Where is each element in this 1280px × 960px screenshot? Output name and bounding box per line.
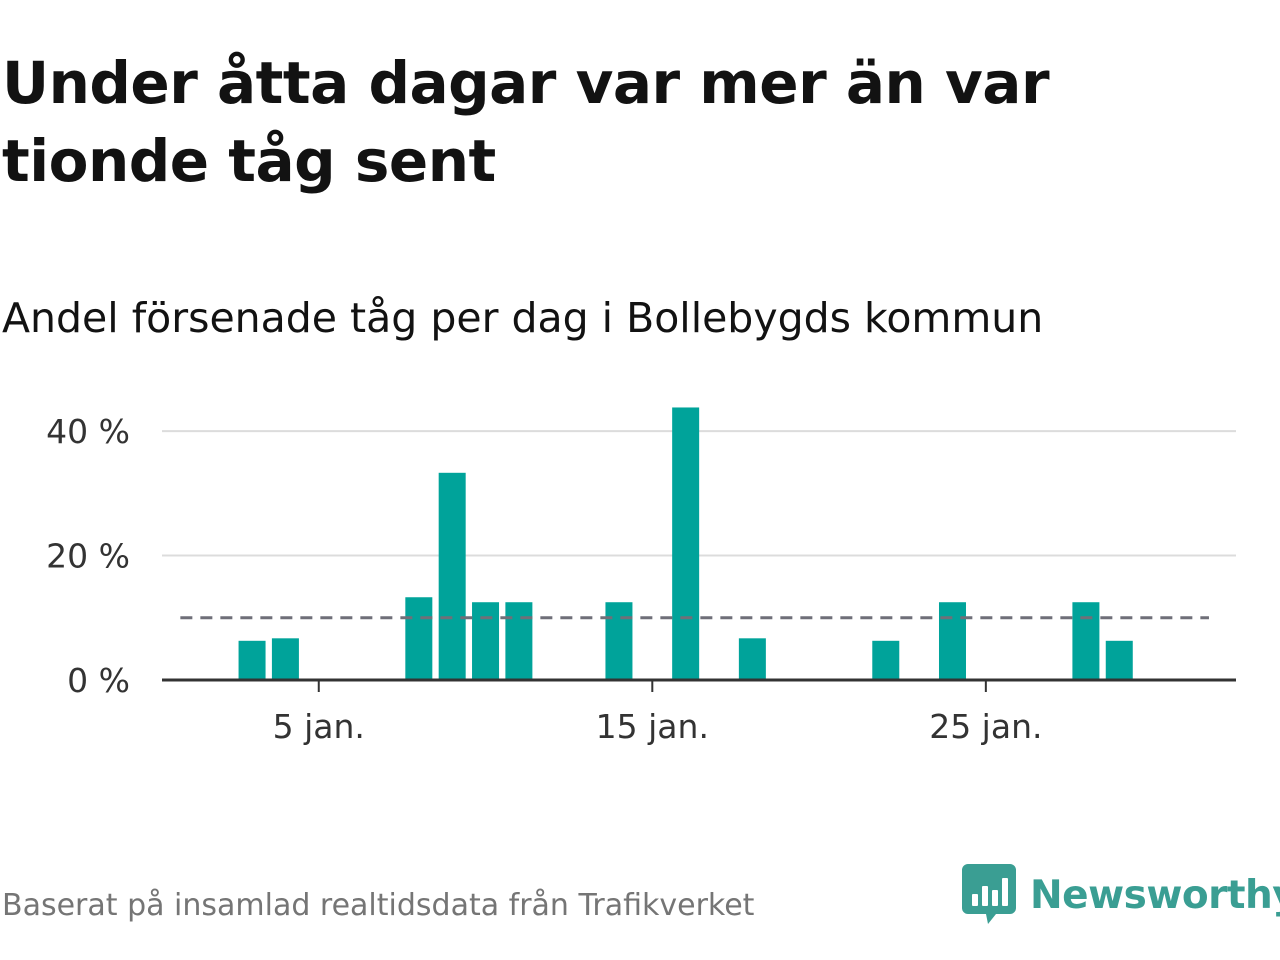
brand-logo: Newsworthy	[962, 862, 1280, 928]
x-tick-label: 15 jan.	[596, 707, 709, 746]
x-tick-label: 5 jan.	[273, 707, 365, 746]
bar	[238, 640, 266, 680]
bar	[605, 602, 633, 680]
x-tick-label: 25 jan.	[929, 707, 1042, 746]
chart-title: Under åtta dagar var mer än var tionde t…	[2, 49, 1050, 195]
source-note: Baserat på insamlad realtidsdata från Tr…	[2, 888, 755, 923]
bar	[505, 602, 533, 680]
bar	[672, 407, 700, 680]
bar	[1072, 602, 1100, 680]
y-tick-label: 0 %	[67, 661, 130, 700]
x-axis: 5 jan. 15 jan. 25 jan.	[162, 678, 1236, 746]
bar	[472, 602, 500, 680]
bar	[438, 472, 466, 680]
bar	[1105, 640, 1133, 680]
brand-name: Newsworthy	[1030, 872, 1280, 918]
bar	[938, 602, 966, 680]
y-tick-label: 40 %	[46, 412, 130, 451]
bar	[872, 640, 900, 680]
chart-subtitle: Andel försenade tåg per dag i Bollebygds…	[2, 294, 1044, 342]
y-tick-label: 20 %	[46, 537, 130, 576]
bar	[405, 597, 433, 680]
bar	[271, 638, 299, 680]
newsworthy-logo-icon	[962, 864, 1016, 924]
y-axis-labels: 0 % 20 % 40 %	[46, 412, 130, 700]
bars	[238, 407, 1133, 680]
bar-chart: 0 % 20 % 40 % 5 jan. 15 jan. 25 jan.	[46, 407, 1236, 746]
bar	[738, 638, 766, 680]
